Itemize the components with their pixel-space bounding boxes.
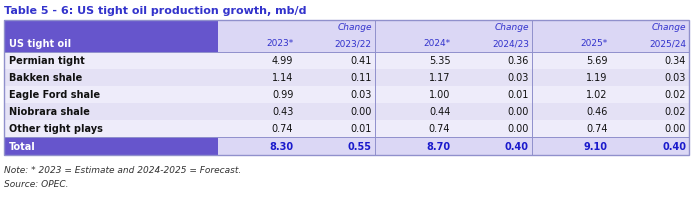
Text: Change: Change [494,23,529,32]
Text: 0.01: 0.01 [507,90,529,100]
Text: 0.74: 0.74 [429,124,450,134]
Text: 5.69: 5.69 [586,56,608,66]
Text: 1.19: 1.19 [586,73,608,83]
Text: 0.55: 0.55 [348,141,372,151]
Text: 2023*: 2023* [266,39,293,48]
Bar [4,120,689,137]
Text: Eagle Ford shale: Eagle Ford shale [9,90,100,100]
Text: 0.40: 0.40 [662,141,686,151]
Bar [4,21,218,35]
Bar [4,137,218,155]
Text: Table 5 - 6: US tight oil production growth, mb/d: Table 5 - 6: US tight oil production gro… [4,6,306,16]
Text: 1.02: 1.02 [586,90,608,100]
Text: Bakken shale: Bakken shale [9,73,82,83]
Text: 2024*: 2024* [423,39,450,48]
Bar [4,21,689,35]
Text: 0.74: 0.74 [586,124,608,134]
Bar [4,53,689,70]
Text: 4.99: 4.99 [272,56,293,66]
Text: Niobrara shale: Niobrara shale [9,107,90,117]
Text: 1.14: 1.14 [272,73,293,83]
Text: Note: * 2023 = Estimate and 2024-2025 = Forecast.: Note: * 2023 = Estimate and 2024-2025 = … [4,165,241,174]
Text: 0.99: 0.99 [272,90,293,100]
Text: 0.36: 0.36 [507,56,529,66]
Text: 8.30: 8.30 [269,141,293,151]
Text: Total: Total [9,141,36,151]
Text: 0.00: 0.00 [507,124,529,134]
Bar [4,35,689,53]
Text: 2023/22: 2023/22 [335,39,372,48]
Text: 0.01: 0.01 [351,124,372,134]
Text: 8.70: 8.70 [426,141,450,151]
Text: Change: Change [337,23,372,32]
Text: 0.34: 0.34 [665,56,686,66]
Text: 0.00: 0.00 [665,124,686,134]
Text: 0.02: 0.02 [665,107,686,117]
Bar [4,21,689,155]
Text: Permian tight: Permian tight [9,56,85,66]
Text: 0.03: 0.03 [665,73,686,83]
Text: 1.00: 1.00 [429,90,450,100]
Bar [4,70,689,87]
Text: 0.03: 0.03 [507,73,529,83]
Text: 9.10: 9.10 [584,141,608,151]
Text: 0.41: 0.41 [351,56,372,66]
Text: 0.40: 0.40 [505,141,529,151]
Text: 0.11: 0.11 [351,73,372,83]
Text: 0.46: 0.46 [586,107,608,117]
Text: 0.74: 0.74 [272,124,293,134]
Text: Change: Change [651,23,686,32]
Text: 0.00: 0.00 [507,107,529,117]
Text: 2025/24: 2025/24 [649,39,686,48]
Text: 2025*: 2025* [580,39,608,48]
Text: 0.44: 0.44 [429,107,450,117]
Text: Other tight plays: Other tight plays [9,124,103,134]
Bar [4,137,689,155]
Text: 0.43: 0.43 [272,107,293,117]
Text: 1.17: 1.17 [429,73,450,83]
Text: 0.03: 0.03 [351,90,372,100]
Text: 0.00: 0.00 [351,107,372,117]
Text: Source: OPEC.: Source: OPEC. [4,179,69,188]
Bar [4,87,689,103]
Text: 2024/23: 2024/23 [492,39,529,48]
Text: 5.35: 5.35 [429,56,450,66]
Bar [4,103,689,120]
Text: US tight oil: US tight oil [9,39,71,49]
Text: 0.02: 0.02 [665,90,686,100]
Bar [4,35,218,53]
